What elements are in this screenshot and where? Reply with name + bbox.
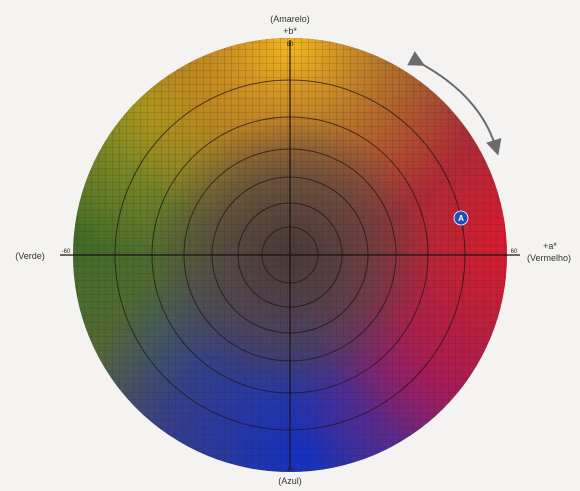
left-tick: -60 <box>62 249 71 255</box>
bottom-tick: -60 <box>286 467 295 473</box>
green-label: (Verde) <box>15 251 45 261</box>
a-axis-label: +a* <box>543 241 557 251</box>
b-axis-label: +b* <box>283 26 297 36</box>
blue-label: (Azul) <box>278 476 302 486</box>
marker-a: A <box>453 210 469 226</box>
yellow-label: (Amarelo) <box>270 14 310 24</box>
red-label: (Vermelho) <box>527 253 571 263</box>
top-tick: 60 <box>287 42 294 48</box>
right-tick: 60 <box>511 249 518 255</box>
axes <box>60 40 520 470</box>
hue-rotation-arrow <box>407 51 502 156</box>
marker-a-dot <box>453 210 469 226</box>
marker-a-label: A <box>458 214 464 223</box>
